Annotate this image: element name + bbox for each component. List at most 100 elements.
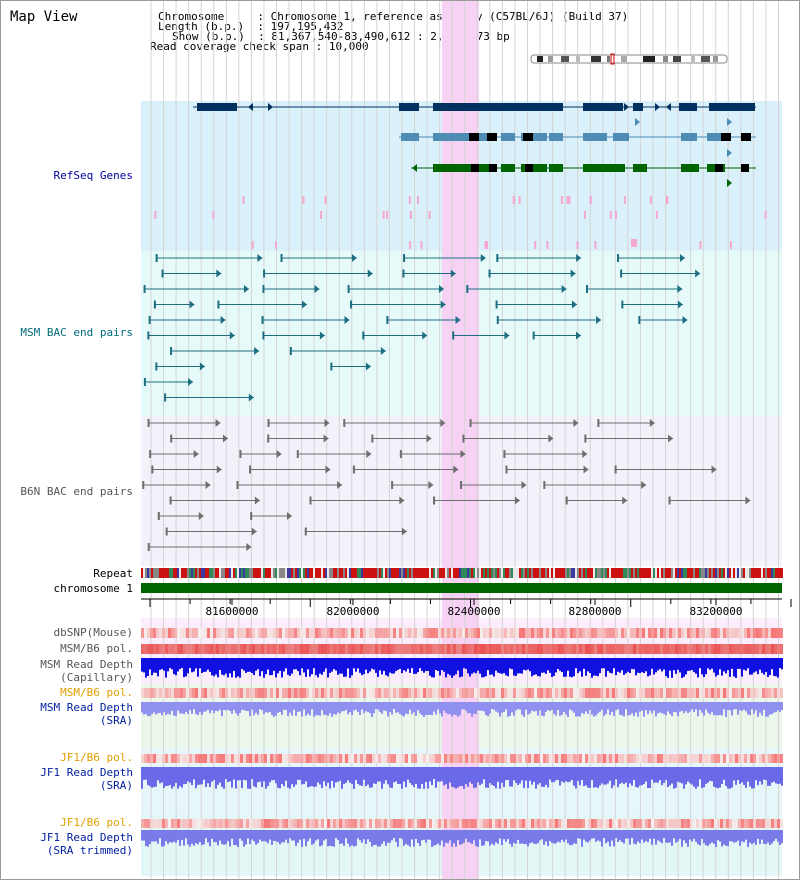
jf1-depth-sra-bar xyxy=(251,767,253,780)
jf1-depth-sra-bar xyxy=(579,767,581,786)
jf1-b6-pol-density xyxy=(462,754,465,763)
jf1-depth-trim-bar xyxy=(729,830,731,842)
jf1-b6-pol-density xyxy=(348,754,351,763)
jf1-depth-sra-bar xyxy=(731,767,733,788)
b6n-bac-pair-end xyxy=(668,496,671,505)
jf1-b6-pol-density-trim xyxy=(492,819,495,828)
msm-b6-pol-density-sra xyxy=(726,688,729,698)
msm-depth-sra-bar xyxy=(359,702,361,716)
msm-depth-sra-bar xyxy=(343,702,345,712)
msm-depth-sra-bar xyxy=(201,702,203,716)
jf1-depth-sra-bar xyxy=(181,767,183,788)
jf1-depth-sra-bar xyxy=(667,767,669,788)
repeat-element xyxy=(723,568,725,578)
msm-b6-pol-density xyxy=(195,644,198,654)
msm-depth-capillary-bar xyxy=(599,658,601,674)
msm-depth-sra-bar xyxy=(595,702,597,716)
msm-b6-pol-density-sra xyxy=(291,688,294,698)
msm-depth-sra-bar xyxy=(493,702,495,710)
label-refseq-genes[interactable]: RefSeq Genes xyxy=(53,169,133,182)
repeat-element xyxy=(339,568,341,578)
msm-depth-sra-bar xyxy=(769,702,771,715)
repeat-element xyxy=(261,568,263,578)
jf1-b6-pol-density-trim xyxy=(576,819,579,828)
jf1-depth-trim-bar xyxy=(539,830,541,841)
refseq-pseudo-tick xyxy=(665,196,668,204)
jf1-depth-trim-bar xyxy=(379,830,381,847)
msm-depth-sra-bar xyxy=(221,702,223,717)
ideogram-band xyxy=(537,56,543,62)
dbsnp-density xyxy=(231,628,234,638)
msm-depth-sra-bar xyxy=(477,702,479,711)
refseq-coding xyxy=(741,164,749,172)
msm-depth-capillary-bar xyxy=(499,658,501,674)
jf1-depth-sra-bar xyxy=(705,767,707,784)
msm-depth-capillary-bar xyxy=(331,658,333,672)
repeat-element xyxy=(495,568,497,578)
jf1-depth-trim-bar xyxy=(503,830,505,840)
jf1-depth-sra-bar xyxy=(327,767,329,783)
jf1-depth-sra-bar xyxy=(239,767,241,781)
dbsnp-density xyxy=(390,628,393,638)
msm-depth-sra-bar xyxy=(437,702,439,710)
msm-depth-capillary-bar xyxy=(323,658,325,672)
dbsnp-density xyxy=(585,628,588,638)
jf1-depth-sra-bar xyxy=(303,767,305,784)
info-length: Length (b.p.) : 197,195,432 xyxy=(158,20,344,33)
jf1-b6-pol-density xyxy=(504,754,507,763)
label-msm-bac[interactable]: MSM BAC end pairs xyxy=(20,326,133,339)
jf1-depth-trim-bar xyxy=(583,830,585,840)
repeat-element xyxy=(409,568,411,578)
repeat-element xyxy=(581,568,583,578)
repeat-element xyxy=(423,568,425,578)
msm-b6-pol-density xyxy=(465,644,468,654)
msm-depth-capillary-bar xyxy=(517,658,519,674)
jf1-depth-trim-bar xyxy=(205,830,207,839)
dbsnp-density xyxy=(447,628,450,638)
ideogram-band xyxy=(576,56,580,62)
msm-depth-capillary-bar xyxy=(679,658,681,673)
jf1-b6-pol-density-trim xyxy=(405,819,408,828)
jf1-b6-pol-density-trim xyxy=(390,819,393,828)
jf1-depth-sra-bar xyxy=(707,767,709,783)
repeat-element xyxy=(211,568,213,578)
repeat-element xyxy=(167,568,169,578)
msm-b6-pol-density-sra xyxy=(162,688,165,698)
jf1-b6-pol-density xyxy=(243,754,246,763)
msm-b6-pol-density xyxy=(459,644,462,654)
msm-depth-capillary-bar xyxy=(777,658,779,678)
dbsnp-density xyxy=(717,628,720,638)
jf1-b6-pol-density-trim xyxy=(417,819,420,828)
repeat-element xyxy=(653,568,655,578)
dbsnp-density xyxy=(492,628,495,638)
jf1-b6-pol-density xyxy=(336,754,339,763)
jf1-b6-pol-density xyxy=(372,754,375,763)
msm-b6-pol-density-sra xyxy=(483,688,486,698)
msm-depth-capillary-bar xyxy=(409,658,411,673)
jf1-depth-sra-bar xyxy=(713,767,715,787)
repeat-element xyxy=(401,568,403,578)
dbsnp-density xyxy=(525,628,528,638)
jf1-b6-pol-density-trim xyxy=(567,819,570,828)
msm-b6-pol-density xyxy=(384,644,387,654)
repeat-element xyxy=(759,568,761,578)
jf1-b6-pol-density xyxy=(378,754,381,763)
jf1-depth-sra-bar xyxy=(663,767,665,783)
msm-depth-capillary-bar xyxy=(445,658,447,678)
msm-depth-sra-bar xyxy=(285,702,287,710)
jf1-depth-sra-bar xyxy=(479,767,481,786)
msm-depth-sra-bar xyxy=(633,702,635,717)
repeat-element xyxy=(631,568,633,578)
repeat-element xyxy=(477,568,479,578)
label-b6n-bac[interactable]: B6N BAC end pairs xyxy=(20,485,133,498)
dbsnp-density xyxy=(675,628,678,638)
repeat-element xyxy=(571,568,573,578)
msm-depth-sra-bar xyxy=(737,702,739,715)
jf1-depth-trim-bar xyxy=(341,830,343,844)
msm-b6-pol-density-sra xyxy=(165,688,168,698)
msm-depth-capillary-bar xyxy=(347,658,349,669)
jf1-b6-pol-density xyxy=(525,754,528,763)
refseq-pseudo-tick xyxy=(428,211,431,219)
repeat-element xyxy=(705,568,707,578)
